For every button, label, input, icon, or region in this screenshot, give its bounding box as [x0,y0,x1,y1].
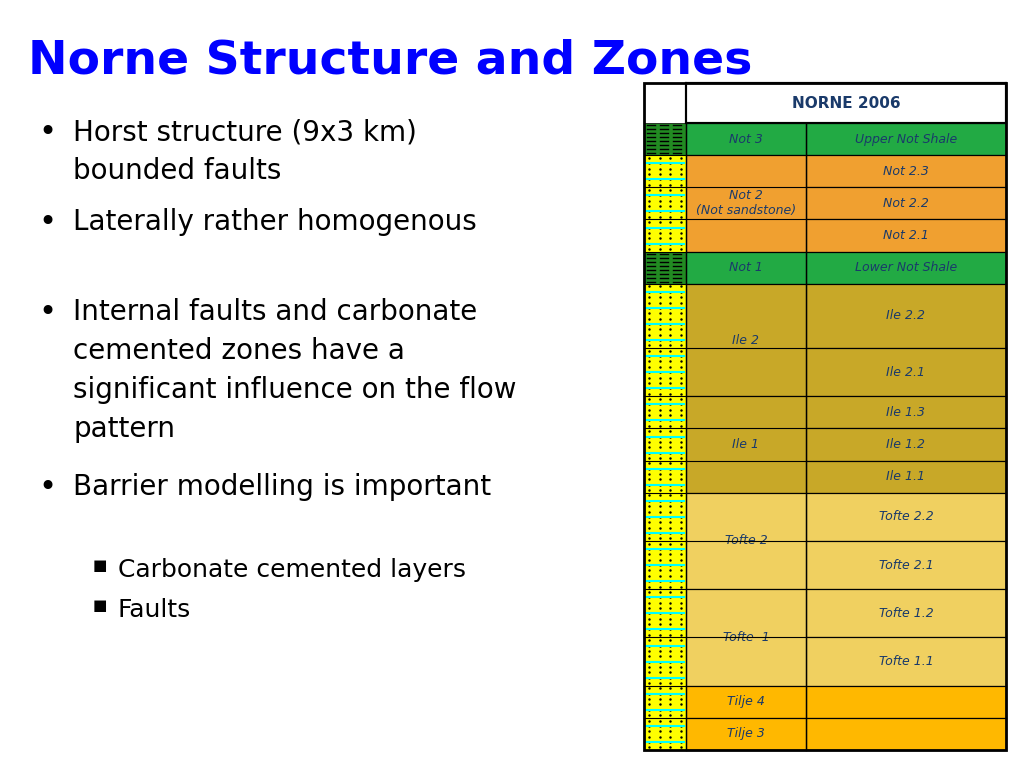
Bar [806,348,1006,396]
Bar [806,396,1006,429]
Bar [806,429,1006,461]
Bar [644,718,686,750]
Text: Tilje 4: Tilje 4 [727,695,765,708]
Bar [644,589,686,637]
Text: Tofte 2.1: Tofte 2.1 [879,558,933,571]
Bar [686,396,806,493]
Bar [806,123,1006,155]
Bar [644,155,686,187]
Bar [806,155,1006,187]
Text: Tofte 1.2: Tofte 1.2 [879,607,933,620]
Bar [644,283,686,348]
Bar [806,637,1006,686]
Bar [806,283,1006,348]
Bar [806,718,1006,750]
Bar [644,461,686,493]
Text: Ile 2.1: Ile 2.1 [887,366,926,379]
Bar [686,252,806,283]
Text: Faults: Faults [118,598,191,622]
Bar [644,187,686,220]
Text: Lower Not Shale: Lower Not Shale [855,261,957,274]
Text: Not 2.3: Not 2.3 [883,164,929,177]
Text: Not 3: Not 3 [729,133,763,146]
Bar [686,123,806,155]
Bar [806,187,1006,220]
Bar [806,589,1006,637]
Bar [644,348,686,396]
Bar [644,637,686,686]
Text: Tofte 1.1: Tofte 1.1 [879,655,933,668]
Bar [644,686,686,718]
Bar [806,686,1006,718]
Bar [686,589,806,686]
Bar [644,83,1006,750]
Bar [686,155,806,252]
Text: ■: ■ [93,558,108,573]
Bar [644,541,686,589]
Text: Laterally rather homogenous: Laterally rather homogenous [73,208,477,236]
Bar [686,718,806,750]
Text: ■: ■ [93,598,108,613]
Bar [806,541,1006,589]
Text: Ile 1: Ile 1 [732,438,760,451]
Bar [686,493,806,589]
Text: Tofte 2: Tofte 2 [725,535,767,548]
Text: Ile 1.2: Ile 1.2 [887,438,926,451]
Bar [644,396,686,429]
Text: NORNE 2006: NORNE 2006 [792,95,900,111]
Text: Ile 1.1: Ile 1.1 [887,470,926,483]
Text: Norne Structure and Zones: Norne Structure and Zones [28,38,753,83]
Text: •: • [38,473,56,502]
Text: Not 1: Not 1 [729,261,763,274]
Text: •: • [38,298,56,327]
Text: Not 2.1: Not 2.1 [883,229,929,242]
Text: •: • [38,208,56,237]
Text: •: • [38,118,56,147]
Bar [644,123,686,155]
Bar [806,493,1006,541]
Text: Ile 2: Ile 2 [732,333,760,346]
Text: Ile 2.2: Ile 2.2 [887,310,926,323]
Bar [644,252,686,283]
Bar [806,220,1006,252]
Text: Ile 1.3: Ile 1.3 [887,406,926,419]
Text: Carbonate cemented layers: Carbonate cemented layers [118,558,466,582]
Bar [644,220,686,252]
Text: Tofte  1: Tofte 1 [723,631,769,644]
Text: Upper Not Shale: Upper Not Shale [855,133,957,146]
Text: Not 2.2: Not 2.2 [883,197,929,210]
Bar [644,493,686,541]
Bar [686,686,806,718]
Text: Internal faults and carbonate
cemented zones have a
significant influence on the: Internal faults and carbonate cemented z… [73,298,516,443]
Text: Tofte 2.2: Tofte 2.2 [879,511,933,523]
Bar [806,461,1006,493]
Bar [644,429,686,461]
Text: Not 2
(Not sandstone): Not 2 (Not sandstone) [696,190,796,217]
Bar [806,252,1006,283]
Bar [686,83,1006,123]
Text: Tilje 3: Tilje 3 [727,727,765,740]
Bar [686,283,806,396]
Text: Horst structure (9x3 km)
bounded faults: Horst structure (9x3 km) bounded faults [73,118,417,185]
Text: Barrier modelling is important: Barrier modelling is important [73,473,492,501]
